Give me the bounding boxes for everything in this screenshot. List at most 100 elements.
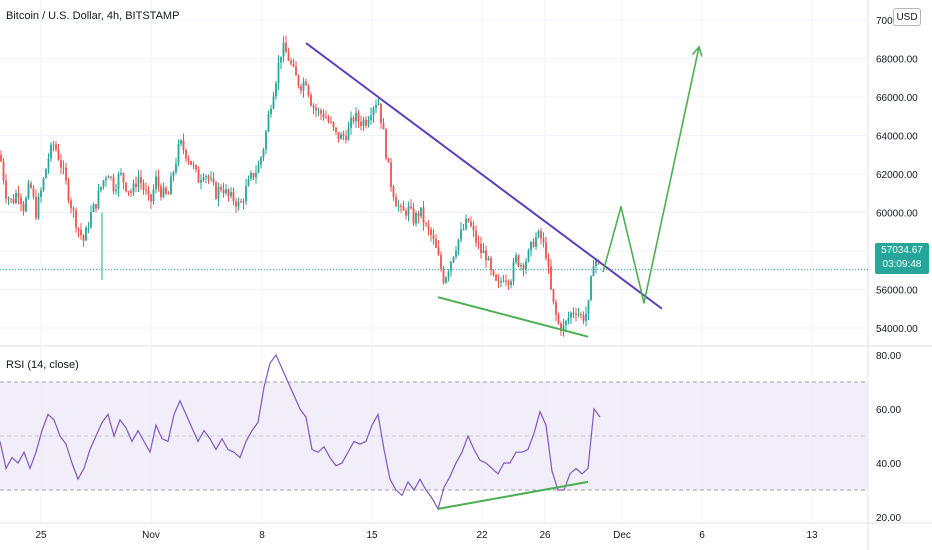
candle-body [67, 180, 70, 201]
candle-body [130, 191, 132, 193]
rsi-series [0, 353, 601, 511]
time-tick-label: 13 [806, 530, 818, 541]
time-tick-label: 25 [35, 530, 47, 541]
candle-body [440, 254, 442, 269]
candle-body [65, 167, 67, 181]
candle-body [137, 177, 140, 187]
candle-body [467, 218, 470, 222]
candle-body [250, 172, 252, 179]
time-axis[interactable]: 25 Nov 8 15 22 26 Dec 6 13 [35, 530, 818, 541]
candle-body [10, 198, 12, 200]
candle-body [582, 315, 585, 321]
candle-body [380, 103, 382, 124]
candle-body [522, 264, 525, 270]
price-tick-label: 62000.00 [876, 170, 918, 181]
candle-body [155, 176, 157, 190]
candle-body [475, 230, 477, 243]
candle-body [355, 112, 357, 122]
candle-body [197, 169, 200, 183]
candle-body [592, 266, 595, 277]
trendline-annotations[interactable] [305, 42, 703, 338]
candle-body [387, 158, 390, 163]
candle-body [17, 193, 20, 198]
candle-body [332, 122, 335, 128]
candle-body [270, 108, 272, 115]
candle-body [340, 134, 342, 140]
candle-body [515, 255, 517, 263]
candle-body [80, 229, 82, 236]
candle-body [530, 241, 532, 251]
candle-body [460, 229, 462, 240]
candle-body [445, 277, 447, 283]
candle-body [297, 75, 300, 86]
candle-body [220, 187, 222, 190]
projection-arrowhead [691, 45, 703, 57]
candle-body [225, 189, 227, 194]
candle-body [117, 174, 120, 190]
candle-body [412, 208, 415, 224]
candle-body [480, 243, 482, 254]
candle-body [172, 172, 175, 177]
candle-body [432, 235, 435, 239]
candle-body [490, 257, 492, 271]
candle-body [0, 154, 2, 162]
falling-support [437, 296, 589, 338]
candle-body [252, 172, 255, 178]
candle-body [350, 117, 352, 128]
candle-body [12, 199, 15, 204]
candle-body [222, 189, 225, 194]
candle-body [527, 250, 530, 262]
rsi-band [0, 381, 868, 491]
candle-body [580, 314, 582, 316]
candle-body [482, 250, 485, 254]
candle-body [152, 189, 155, 202]
candle-body [525, 261, 527, 270]
candle-body [570, 312, 572, 318]
candle-body [575, 313, 577, 315]
time-tick-label: 26 [539, 530, 551, 541]
candle-body [377, 103, 380, 105]
candle-body [215, 182, 217, 199]
candle-body [265, 131, 267, 150]
candle-body [550, 266, 552, 290]
candle-body [352, 117, 355, 122]
price-axis[interactable]: 70000.0068000.0066000.0064000.0062000.00… [876, 16, 918, 335]
candle-body [310, 94, 312, 106]
candle-body [267, 114, 270, 132]
candle-body [255, 172, 257, 178]
candle-body [115, 189, 117, 192]
rsi-axis: 80.00 60.00 40.00 20.00 [876, 351, 901, 524]
candle-body [567, 317, 570, 321]
candle-body [562, 324, 565, 331]
time-tick-label: 8 [259, 530, 265, 541]
candle-body [27, 183, 30, 198]
candle-body [287, 52, 290, 61]
time-tick-label: 6 [699, 530, 705, 541]
candle-body [372, 108, 375, 116]
candle-body [540, 230, 542, 239]
candle-body [302, 81, 305, 91]
candle-body [70, 200, 72, 209]
candle-body [397, 205, 400, 207]
candle-body [505, 280, 507, 282]
price-tick-label: 68000.00 [876, 55, 918, 66]
candle-body [392, 186, 395, 198]
candle-body [170, 176, 172, 195]
rsi-tick-label: 40.00 [876, 459, 901, 470]
candle-body [2, 161, 5, 181]
candle-body [375, 104, 377, 109]
candle-body [487, 257, 490, 261]
price-tick-label: 56000.00 [876, 286, 918, 297]
descending-resistance [305, 42, 663, 310]
currency-button[interactable]: USD [893, 8, 921, 26]
candle-body [277, 62, 280, 84]
candle-body [127, 191, 130, 193]
candle-body [502, 280, 505, 282]
candle-body [405, 210, 407, 216]
candle-body [330, 121, 332, 123]
candle-body [57, 149, 60, 160]
rsi-title: RSI (14, close) [6, 359, 79, 371]
candle-body [257, 164, 260, 173]
candle-body [557, 314, 560, 324]
